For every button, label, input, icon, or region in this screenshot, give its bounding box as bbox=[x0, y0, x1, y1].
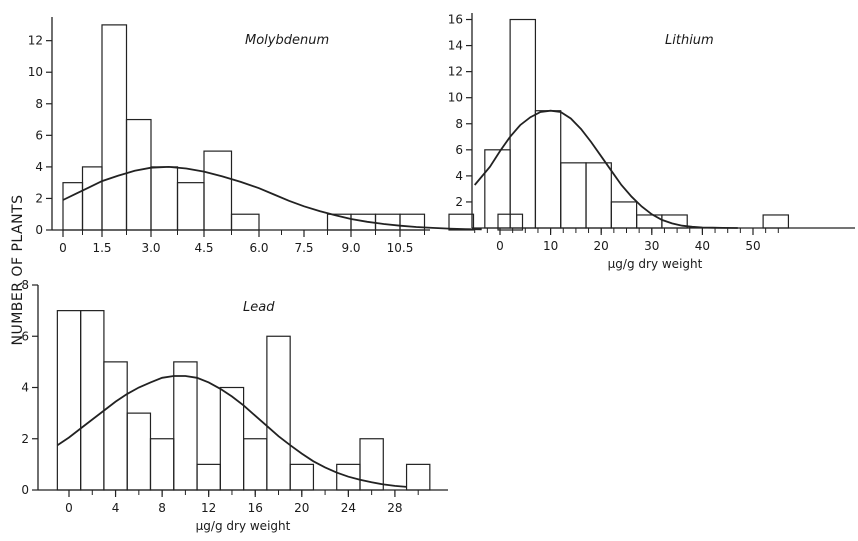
x-tick-label: 24 bbox=[341, 501, 356, 515]
histogram-bar bbox=[126, 412, 152, 491]
y-tick-label: 8 bbox=[35, 97, 43, 111]
y-tick-label: 6 bbox=[21, 329, 29, 343]
x-tick-label: 30 bbox=[644, 239, 659, 253]
histogram-bar bbox=[585, 162, 612, 229]
x-tick-label: 40 bbox=[695, 239, 710, 253]
x-tick-label: 4.5 bbox=[194, 241, 213, 255]
histogram-bar bbox=[56, 310, 82, 491]
lithium-histogram: 2 4 6 8 10 12 14 16 0 10 20 30 40 50 Lithium µg/g dry w… bbox=[448, 13, 855, 271]
x-axis-label: µg/g dry weight bbox=[196, 519, 291, 533]
y-tick-label: 8 bbox=[21, 278, 29, 292]
histogram-bar bbox=[196, 463, 221, 491]
histogram-bar bbox=[289, 463, 315, 491]
x-tick-label: 4 bbox=[112, 501, 120, 515]
histogram-bar bbox=[448, 213, 475, 231]
x-tick-label: 0 bbox=[59, 241, 67, 255]
y-tick-label: 10 bbox=[28, 65, 43, 79]
histogram-bar bbox=[399, 213, 426, 231]
axes: 2 4 6 8 10 12 14 16 0 10 20 30 40 50 bbox=[448, 13, 855, 253]
y-tick-label: 0 bbox=[35, 223, 43, 237]
fitted-normal-curve bbox=[56, 375, 407, 488]
x-tick-label: 20 bbox=[294, 501, 309, 515]
y-tick-label: 4 bbox=[21, 381, 29, 395]
histogram-bar bbox=[125, 118, 152, 231]
histogram-bar bbox=[80, 310, 105, 491]
histogram-bar bbox=[203, 150, 233, 231]
y-tick-label: 4 bbox=[455, 169, 463, 183]
bars bbox=[484, 18, 790, 229]
histogram-bar bbox=[534, 110, 562, 229]
histogram-bar bbox=[149, 438, 175, 491]
fitted-normal-curve bbox=[62, 165, 482, 231]
shared-y-axis-label: NUMBER OF PLANTS bbox=[10, 194, 26, 345]
y-tick-label: 4 bbox=[35, 160, 43, 174]
x-tick-label: 3.0 bbox=[141, 241, 160, 255]
x-tick-label: 8 bbox=[158, 501, 166, 515]
histogram-bar bbox=[103, 361, 128, 491]
histogram-bar bbox=[230, 213, 260, 231]
fitted-normal-curve bbox=[474, 109, 738, 229]
x-tick-label: 9.0 bbox=[341, 241, 360, 255]
y-tick-label: 6 bbox=[35, 128, 43, 142]
y-tick-label: 0 bbox=[21, 483, 29, 497]
y-tick-label: 2 bbox=[21, 432, 29, 446]
axes: 0 2 4 6 8 10 12 0 1.5 3.0 4.5 6.0 7.5 9.0 10.5 bbox=[28, 17, 430, 255]
x-tick-label: 10 bbox=[543, 239, 558, 253]
x-tick-label: 1.5 bbox=[92, 241, 111, 255]
y-tick-label: 2 bbox=[35, 191, 43, 205]
x-tick-label: 7.5 bbox=[294, 241, 313, 255]
y-tick-label: 8 bbox=[455, 117, 463, 131]
molybdenum-histogram: 0 2 4 6 8 10 12 0 1.5 3.0 4.5 6.0 7.5 9.0 10.5 Molybden… bbox=[28, 17, 524, 255]
histogram-bar bbox=[62, 182, 84, 231]
x-tick-label: 12 bbox=[201, 501, 216, 515]
x-tick-label: 20 bbox=[594, 239, 609, 253]
histogram-bar bbox=[661, 214, 688, 229]
y-tick-label: 12 bbox=[448, 65, 463, 79]
panel-title: Lead bbox=[243, 300, 275, 315]
histogram-bar bbox=[173, 361, 198, 491]
histogram-bar bbox=[243, 438, 268, 491]
x-axis-label: µg/g dry weight bbox=[608, 257, 703, 271]
histogram-bar bbox=[405, 463, 431, 491]
bars bbox=[62, 24, 524, 231]
histogram-bar bbox=[560, 162, 587, 229]
y-tick-label: 6 bbox=[455, 143, 463, 157]
bars bbox=[56, 310, 431, 491]
panel-title: Lithium bbox=[665, 33, 714, 48]
histogram-bar bbox=[610, 201, 638, 229]
x-tick-label: 28 bbox=[387, 501, 402, 515]
x-tick-label: 16 bbox=[248, 501, 263, 515]
histogram-bar bbox=[762, 214, 790, 229]
histogram-bar bbox=[81, 166, 103, 231]
y-tick-label: 2 bbox=[455, 195, 463, 209]
histogram-bar bbox=[266, 335, 291, 491]
x-tick-label: 0 bbox=[496, 239, 504, 253]
histogram-bar bbox=[176, 182, 205, 231]
y-tick-label: 16 bbox=[448, 13, 463, 27]
panel-title: Molybdenum bbox=[245, 33, 329, 48]
histogram-bar bbox=[359, 438, 384, 491]
histogram-bar bbox=[150, 166, 179, 231]
x-tick-label: 6.0 bbox=[249, 241, 268, 255]
y-tick-label: 12 bbox=[28, 34, 43, 48]
x-tick-label: 50 bbox=[745, 239, 760, 253]
y-tick-label: 10 bbox=[448, 91, 463, 105]
histogram-bar bbox=[101, 24, 128, 231]
y-tick-label: 14 bbox=[448, 39, 463, 53]
x-tick-label: 10.5 bbox=[387, 241, 414, 255]
x-tick-label: 0 bbox=[65, 501, 73, 515]
histogram-bar bbox=[374, 213, 401, 231]
